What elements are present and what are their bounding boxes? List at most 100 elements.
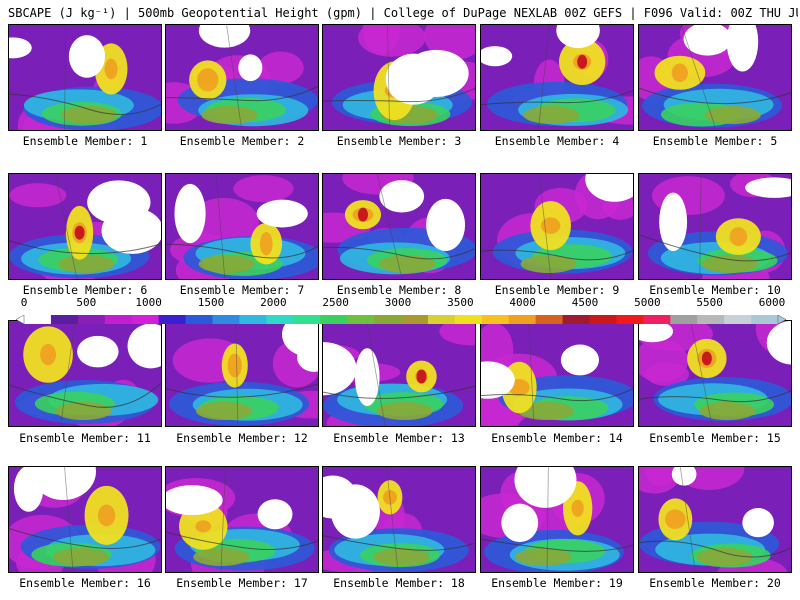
- colorbar-segment: [158, 315, 187, 324]
- cape-map-6: [9, 174, 161, 279]
- colorbar-segment: [374, 315, 402, 324]
- ensemble-member-label: Ensemble Member: 6: [22, 283, 148, 297]
- colorbar-tick-label: 5000: [634, 296, 661, 309]
- colorbar-segment: [24, 315, 52, 324]
- no-cape-area: [745, 177, 791, 198]
- state-border: [538, 174, 552, 279]
- ensemble-member-label: Ensemble Member: 5: [652, 134, 778, 148]
- colorbar-segment: [724, 315, 752, 324]
- colorbar-segment: [427, 315, 456, 324]
- colorbar-segment: [50, 315, 79, 324]
- colorbar-segment: [77, 315, 106, 324]
- colorbar-segment: [239, 315, 267, 324]
- no-cape-area: [174, 183, 206, 244]
- cape-magenta-area: [257, 51, 304, 84]
- coastline: [639, 540, 791, 558]
- no-cape-area: [556, 25, 600, 49]
- chart-title: SBCAPE (J kg⁻¹) | 500mb Geopotential Hei…: [8, 6, 798, 20]
- cape-red-core: [357, 207, 368, 222]
- ensemble-panel-1: [8, 24, 162, 131]
- cape-orange-area: [195, 520, 212, 533]
- no-cape-area: [671, 467, 697, 486]
- colorbar-max-arrow: [777, 314, 787, 325]
- colorbar-segment: [401, 315, 429, 324]
- colorbar-tick-label: 1000: [135, 296, 162, 309]
- ensemble-member-label: Ensemble Member: 12: [176, 431, 308, 445]
- cape-olive-area: [58, 255, 115, 273]
- ensemble-panel-10: [638, 173, 792, 280]
- colorbar-tick-label: 1500: [197, 296, 225, 309]
- no-cape-area: [238, 54, 263, 82]
- no-cape-area: [323, 342, 357, 396]
- state-border: [528, 321, 535, 426]
- ensemble-member-label: Ensemble Member: 8: [336, 283, 462, 297]
- cape-red-core: [701, 351, 712, 366]
- ensemble-panel-3: [322, 24, 476, 131]
- ensemble-panel-4: [480, 24, 634, 131]
- colorbar-segment: [185, 315, 213, 324]
- ensemble-panel-12: [165, 320, 319, 427]
- no-cape-area: [379, 180, 425, 213]
- no-cape-area: [683, 25, 732, 56]
- ensemble-member-label: Ensemble Member: 4: [494, 134, 620, 148]
- state-border: [226, 25, 243, 130]
- ensemble-panel-6: [8, 173, 162, 280]
- state-border: [60, 321, 76, 426]
- colorbar: [15, 309, 787, 325]
- cape-olive-area: [702, 255, 759, 273]
- no-cape-area: [323, 475, 357, 519]
- no-cape-area: [257, 499, 293, 530]
- coastline: [323, 385, 475, 400]
- ensemble-member-label: Ensemble Member: 1: [22, 134, 148, 148]
- colorbar-segment: [508, 315, 537, 324]
- colorbar-tick-label: 2000: [260, 296, 287, 309]
- cape-olive-area: [517, 402, 574, 420]
- no-cape-area: [726, 25, 759, 72]
- cape-orange-area: [197, 68, 219, 92]
- coastline: [639, 87, 791, 105]
- ensemble-member-label: Ensemble Member: 11: [19, 431, 151, 445]
- cape-map-12: [166, 321, 318, 426]
- colorbar-segment: [535, 315, 564, 324]
- colorbar-segment: [481, 315, 510, 324]
- no-cape-area: [77, 335, 119, 368]
- cape-olive-area: [699, 402, 756, 420]
- state-border: [538, 25, 550, 130]
- cape-magenta-area: [9, 183, 67, 208]
- cape-olive-area: [515, 548, 572, 566]
- ensemble-member-label: Ensemble Member: 19: [491, 576, 623, 590]
- coastline: [9, 528, 161, 549]
- colorbar-tick-label: 5500: [696, 296, 723, 309]
- cape-red-core: [577, 54, 588, 69]
- ensemble-panel-5: [638, 24, 792, 131]
- state-border: [235, 321, 239, 426]
- cape-red-core: [416, 369, 427, 384]
- cape-olive-area: [195, 402, 252, 420]
- colorbar-segment: [347, 315, 375, 324]
- cape-orange-area: [227, 353, 242, 378]
- coastline: [639, 390, 791, 403]
- no-cape-area: [354, 348, 380, 407]
- cape-magenta-area: [645, 467, 677, 486]
- ensemble-member-label: Ensemble Member: 20: [649, 576, 781, 590]
- colorbar-tick-label: 0: [20, 296, 28, 309]
- ensemble-member-label: Ensemble Member: 9: [494, 283, 620, 297]
- no-cape-area: [68, 35, 106, 78]
- cape-orange-area: [259, 231, 273, 256]
- colorbar-segment: [562, 315, 590, 324]
- no-cape-area: [403, 49, 469, 97]
- coastline: [323, 246, 475, 260]
- cape-olive-area: [379, 255, 436, 273]
- cape-olive-area: [201, 106, 258, 124]
- cape-map-2: [166, 25, 318, 130]
- ensemble-panel-15: [638, 320, 792, 427]
- colorbar-tick-label: 6000: [758, 296, 786, 309]
- no-cape-area: [282, 321, 318, 357]
- no-cape-area: [30, 467, 96, 500]
- colorbar-segment: [212, 315, 240, 324]
- colorbar-tick-label: 3500: [447, 296, 474, 309]
- cape-map-1: [9, 25, 161, 130]
- ensemble-panel-8: [322, 173, 476, 280]
- coastline: [481, 249, 633, 261]
- ensemble-member-label: Ensemble Member: 16: [19, 576, 151, 590]
